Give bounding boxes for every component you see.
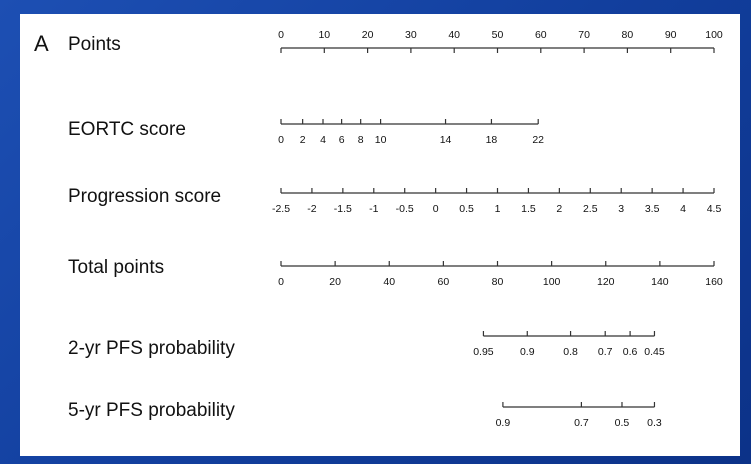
tick-label: 18: [486, 134, 498, 146]
tick-label: 6: [339, 134, 345, 146]
tick-label: 0.7: [574, 417, 589, 429]
tick-label: 20: [329, 276, 341, 288]
tick-label: 8: [358, 134, 364, 146]
row-label: 2-yr PFS probability: [68, 338, 235, 359]
tick-label: 3.5: [645, 203, 660, 215]
tick-label: 0: [278, 276, 284, 288]
tick-label: 3: [618, 203, 624, 215]
tick-label: 2.5: [583, 203, 598, 215]
row-label: Points: [68, 34, 121, 55]
tick-label: 10: [375, 134, 387, 146]
tick-label: 0.3: [647, 417, 662, 429]
tick-label: 0: [433, 203, 439, 215]
tick-label: 22: [532, 134, 544, 146]
tick-label: 1: [495, 203, 501, 215]
tick-label: 60: [535, 29, 547, 41]
tick-label: 2: [556, 203, 562, 215]
tick-label: 1.5: [521, 203, 536, 215]
tick-label: -1: [369, 203, 378, 215]
tick-label: 4.5: [707, 203, 722, 215]
tick-label: 40: [448, 29, 460, 41]
tick-label: 0.7: [598, 346, 613, 358]
tick-label: 70: [578, 29, 590, 41]
tick-label: 80: [492, 276, 504, 288]
tick-label: 60: [438, 276, 450, 288]
panel-label: A: [34, 31, 49, 56]
tick-label: 120: [597, 276, 615, 288]
tick-label: 0.6: [623, 346, 638, 358]
tick-label: 30: [405, 29, 417, 41]
tick-label: 0.95: [473, 346, 494, 358]
row-label: Total points: [68, 257, 164, 278]
tick-label: 0.8: [563, 346, 578, 358]
tick-label: -2.5: [272, 203, 290, 215]
tick-label: 50: [492, 29, 504, 41]
row-label: Progression score: [68, 186, 221, 207]
tick-label: 160: [705, 276, 723, 288]
tick-label: 0: [278, 134, 284, 146]
tick-label: 4: [680, 203, 686, 215]
tick-label: 0.5: [615, 417, 630, 429]
tick-label: 4: [320, 134, 326, 146]
tick-label: 0.45: [644, 346, 665, 358]
tick-label: 140: [651, 276, 669, 288]
tick-label: 0: [278, 29, 284, 41]
tick-label: 80: [622, 29, 634, 41]
tick-label: 10: [318, 29, 330, 41]
tick-label: 0.5: [459, 203, 474, 215]
row-label: EORTC score: [68, 119, 186, 140]
tick-label: 0.9: [496, 417, 511, 429]
tick-label: 14: [440, 134, 452, 146]
row-label: 5-yr PFS probability: [68, 400, 235, 421]
tick-label: 2: [300, 134, 306, 146]
panel-background: [20, 14, 740, 456]
tick-label: 100: [705, 29, 723, 41]
tick-label: 90: [665, 29, 677, 41]
tick-label: -2: [307, 203, 316, 215]
tick-label: -1.5: [334, 203, 352, 215]
tick-label: 40: [383, 276, 395, 288]
tick-label: 100: [543, 276, 561, 288]
tick-label: -0.5: [396, 203, 414, 215]
tick-label: 0.9: [520, 346, 535, 358]
tick-label: 20: [362, 29, 374, 41]
